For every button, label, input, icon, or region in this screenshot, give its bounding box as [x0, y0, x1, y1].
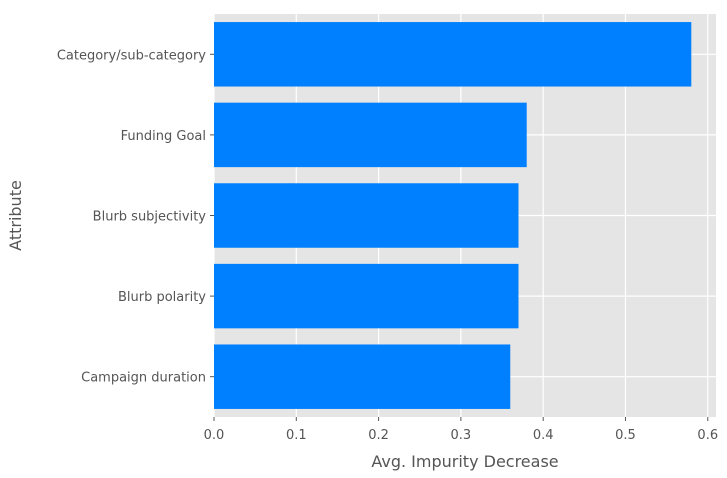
- x-axis-label: Avg. Impurity Decrease: [371, 452, 558, 471]
- x-tick-label: 0.0: [204, 428, 225, 443]
- y-tick-label: Blurb subjectivity: [93, 210, 207, 225]
- x-tick-label: 0.6: [697, 428, 718, 443]
- y-tick-label: Campaign duration: [81, 371, 206, 386]
- bar: [214, 344, 511, 409]
- y-axis-label: Attribute: [6, 180, 25, 251]
- y-tick-label: Category/sub-category: [57, 48, 206, 63]
- x-tick-label: 0.1: [286, 428, 307, 443]
- x-tick-label: 0.5: [615, 428, 636, 443]
- x-tick-label: 0.3: [451, 428, 472, 443]
- bar: [214, 102, 527, 168]
- y-tick-label: Blurb polarity: [118, 290, 206, 305]
- y-tick-label: Funding Goal: [121, 129, 206, 144]
- x-tick-label: 0.2: [368, 428, 389, 443]
- tick-labels: 0.0 0.1 0.2 0.3 0.4 0.5 0.6 Category/sub-catego…: [57, 48, 718, 443]
- bar: [214, 22, 692, 87]
- x-tick-label: 0.4: [533, 428, 554, 443]
- bars: [214, 22, 692, 409]
- bar: [214, 263, 519, 329]
- bar: [214, 183, 519, 248]
